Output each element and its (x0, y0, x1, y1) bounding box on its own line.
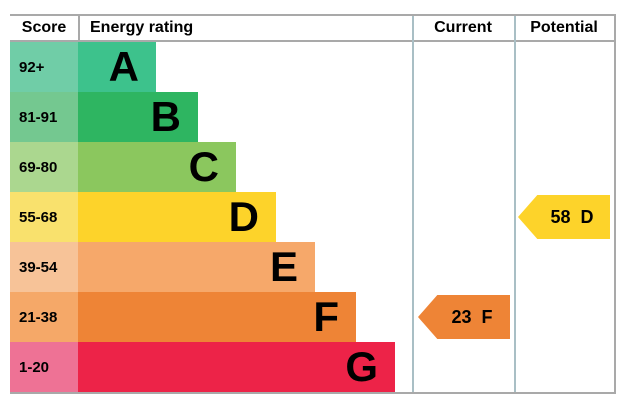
band-row-c: 69-80 C (10, 142, 614, 192)
band-row-d: 55-68 D (10, 192, 614, 242)
score-cell: 69-80 (10, 142, 78, 192)
band-bar: E (78, 242, 315, 292)
score-column-header: Score (10, 16, 80, 40)
score-cell: 1-20 (10, 342, 78, 392)
band-bar: B (78, 92, 198, 142)
epc-rating-chart: Score Energy rating Current Potential 92… (10, 14, 616, 394)
band-row-f: 21-38 F (10, 292, 614, 342)
energy-rating-column-header: Energy rating (90, 19, 194, 36)
band-row-b: 81-91 B (10, 92, 614, 142)
band-bar: D (78, 192, 276, 242)
potential-rating-arrow: 58 D (518, 195, 610, 239)
potential-column-divider (514, 16, 516, 392)
band-bar: C (78, 142, 236, 192)
band-bar: G (78, 342, 395, 392)
header-row: Score Energy rating Current Potential (10, 16, 614, 42)
potential-column-header: Potential (530, 19, 598, 36)
score-cell: 92+ (10, 42, 78, 92)
current-rating-arrow: 23 F (418, 295, 510, 339)
band-row-g: 1-20 G (10, 342, 614, 392)
band-row-a: 92+ A (10, 42, 614, 92)
score-cell: 21-38 (10, 292, 78, 342)
current-column-header: Current (434, 19, 492, 36)
current-column-divider (412, 16, 414, 392)
current-rating-letter: F (481, 306, 493, 327)
current-score-value: 23 (451, 306, 472, 327)
score-cell: 55-68 (10, 192, 78, 242)
potential-rating-letter: D (580, 206, 594, 227)
band-bar: A (78, 42, 156, 92)
score-cell: 39-54 (10, 242, 78, 292)
band-bar: F (78, 292, 356, 342)
potential-score-value: 58 (550, 206, 571, 227)
band-row-e: 39-54 E (10, 242, 614, 292)
score-cell: 81-91 (10, 92, 78, 142)
